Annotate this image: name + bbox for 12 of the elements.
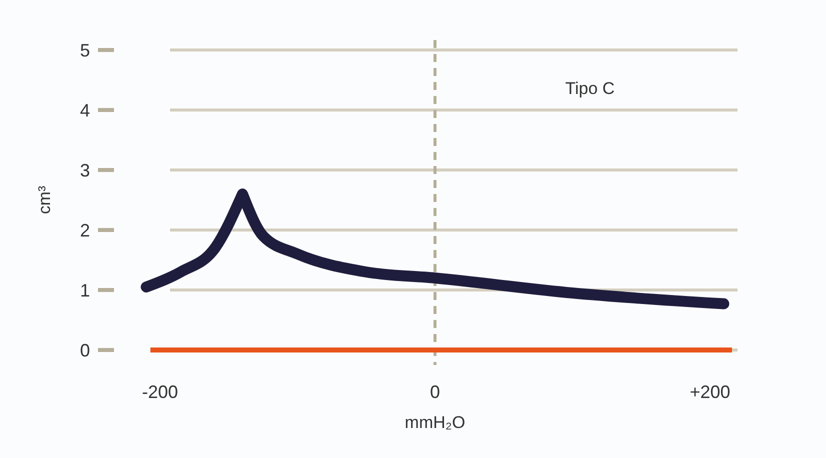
y-tick-label: 1: [80, 280, 90, 300]
y-tick-label: 3: [80, 160, 90, 180]
annotation: Tipo C: [565, 79, 615, 98]
x-axis-title: mmH₂O: [404, 413, 466, 432]
y-tick-label: 5: [80, 40, 90, 60]
y-tick-label: 4: [80, 100, 90, 120]
x-tick-label: 0: [430, 382, 440, 402]
y-tick-label: 2: [80, 220, 90, 240]
x-tick-label: +200: [690, 382, 730, 402]
x-tick-label: -200: [142, 382, 178, 402]
y-axis-title: cm³: [35, 186, 54, 214]
y-tick-label: 0: [80, 340, 90, 360]
